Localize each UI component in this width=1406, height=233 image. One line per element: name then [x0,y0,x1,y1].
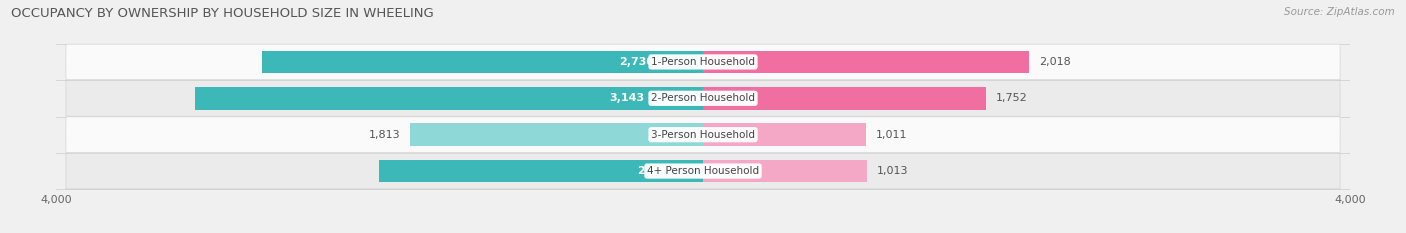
Bar [411,123,703,146]
FancyBboxPatch shape [66,153,1340,189]
Text: 1-Person Household: 1-Person Household [651,57,755,67]
Text: OCCUPANCY BY OWNERSHIP BY HOUSEHOLD SIZE IN WHEELING: OCCUPANCY BY OWNERSHIP BY HOUSEHOLD SIZE… [11,7,434,20]
Text: 1,013: 1,013 [876,166,908,176]
Text: 1,011: 1,011 [876,130,908,140]
FancyBboxPatch shape [66,44,1340,80]
Text: 2,018: 2,018 [1039,57,1071,67]
Text: 2,004: 2,004 [637,166,672,176]
Text: 1,813: 1,813 [368,130,401,140]
FancyBboxPatch shape [66,117,1340,153]
Text: 3-Person Household: 3-Person Household [651,130,755,140]
Text: 3,143: 3,143 [609,93,644,103]
Text: 2,730: 2,730 [619,57,654,67]
Bar [703,51,1029,73]
Bar [703,87,986,110]
Bar [703,123,866,146]
Bar [703,160,866,182]
Bar [262,51,703,73]
Text: Source: ZipAtlas.com: Source: ZipAtlas.com [1284,7,1395,17]
Text: 1,752: 1,752 [995,93,1028,103]
Text: 4+ Person Household: 4+ Person Household [647,166,759,176]
Text: 2-Person Household: 2-Person Household [651,93,755,103]
Bar [380,160,703,182]
Bar [195,87,703,110]
FancyBboxPatch shape [66,80,1340,116]
